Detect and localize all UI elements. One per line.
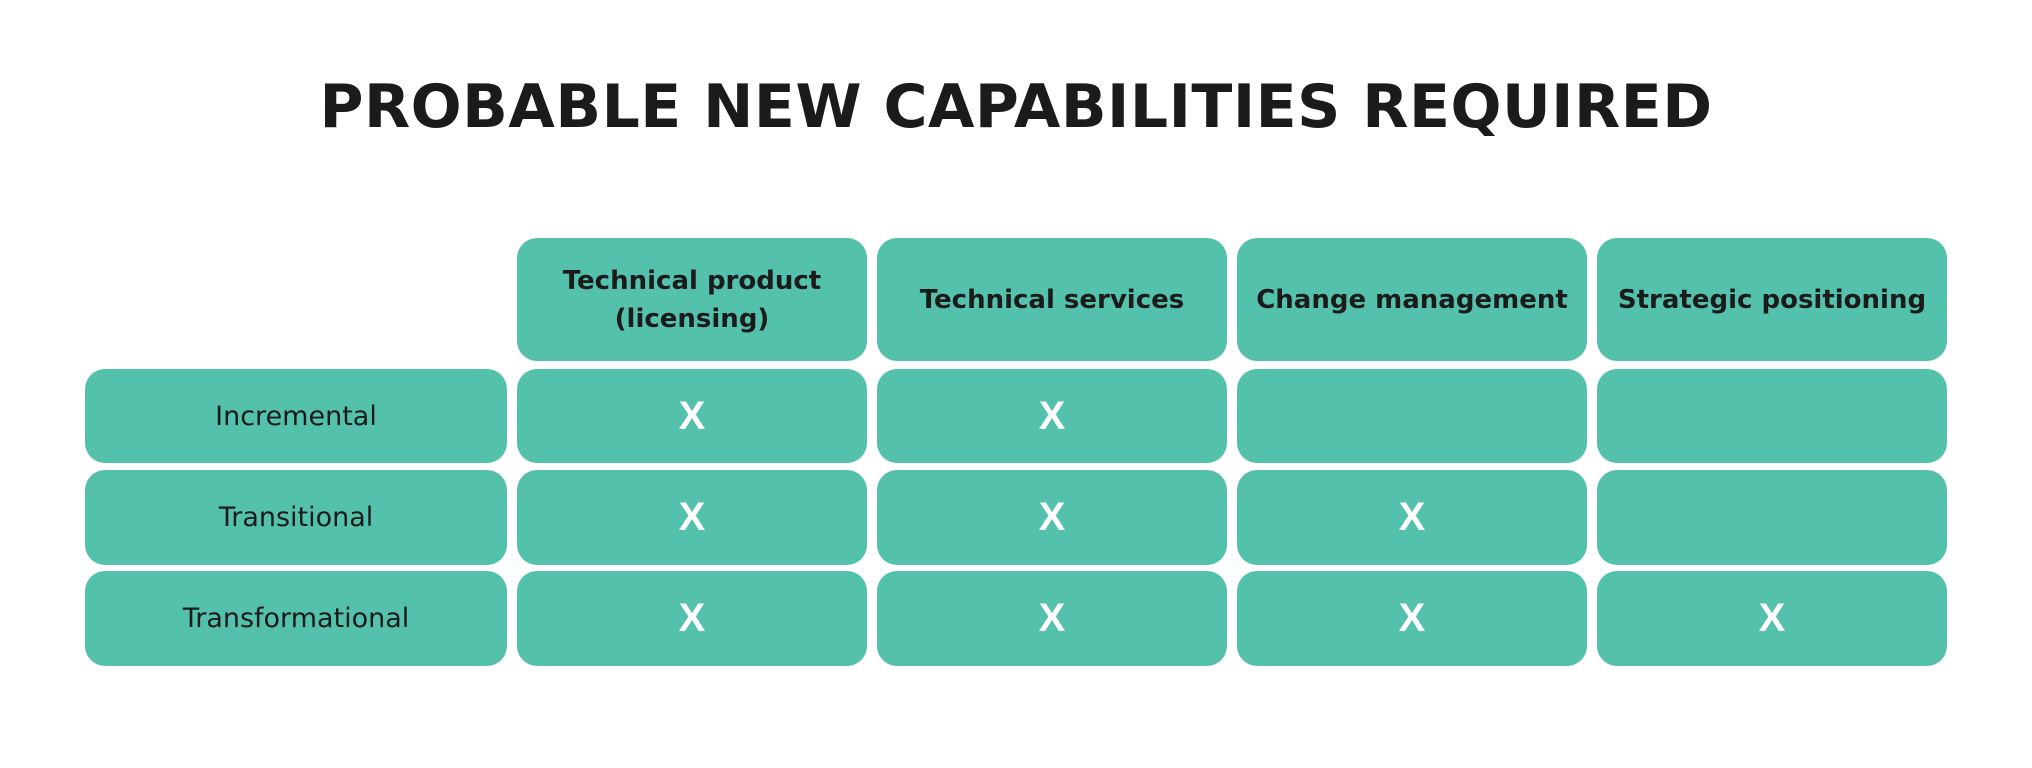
matrix-cell [1597,369,1947,463]
matrix-cell: X [1237,571,1587,666]
column-header-technical-services: Technical services [877,238,1227,361]
matrix-cell: X [517,470,867,565]
matrix-cell: X [517,571,867,666]
matrix-cell: X [877,369,1227,463]
matrix-cell [1237,369,1587,463]
row-label-incremental: Incremental [85,369,507,463]
column-header-line: (licensing) [614,303,770,334]
matrix-cell [1597,470,1947,565]
matrix-cell: X [877,470,1227,565]
matrix-cell: X [1237,470,1587,565]
page-title: PROBABLE NEW CAPABILITIES REQUIRED [319,72,1713,142]
row-label-transitional: Transitional [85,470,507,565]
column-header-strategic-positioning: Strategic positioning [1597,238,1947,361]
row-label-transformational: Transformational [85,571,507,666]
column-header-technical-product: Technical product (licensing) [517,238,867,361]
matrix-cell: X [1597,571,1947,666]
column-header-line: Technical product [562,265,822,296]
matrix-cell: X [517,369,867,463]
column-header-change-management: Change management [1237,238,1587,361]
matrix-cell: X [877,571,1227,666]
